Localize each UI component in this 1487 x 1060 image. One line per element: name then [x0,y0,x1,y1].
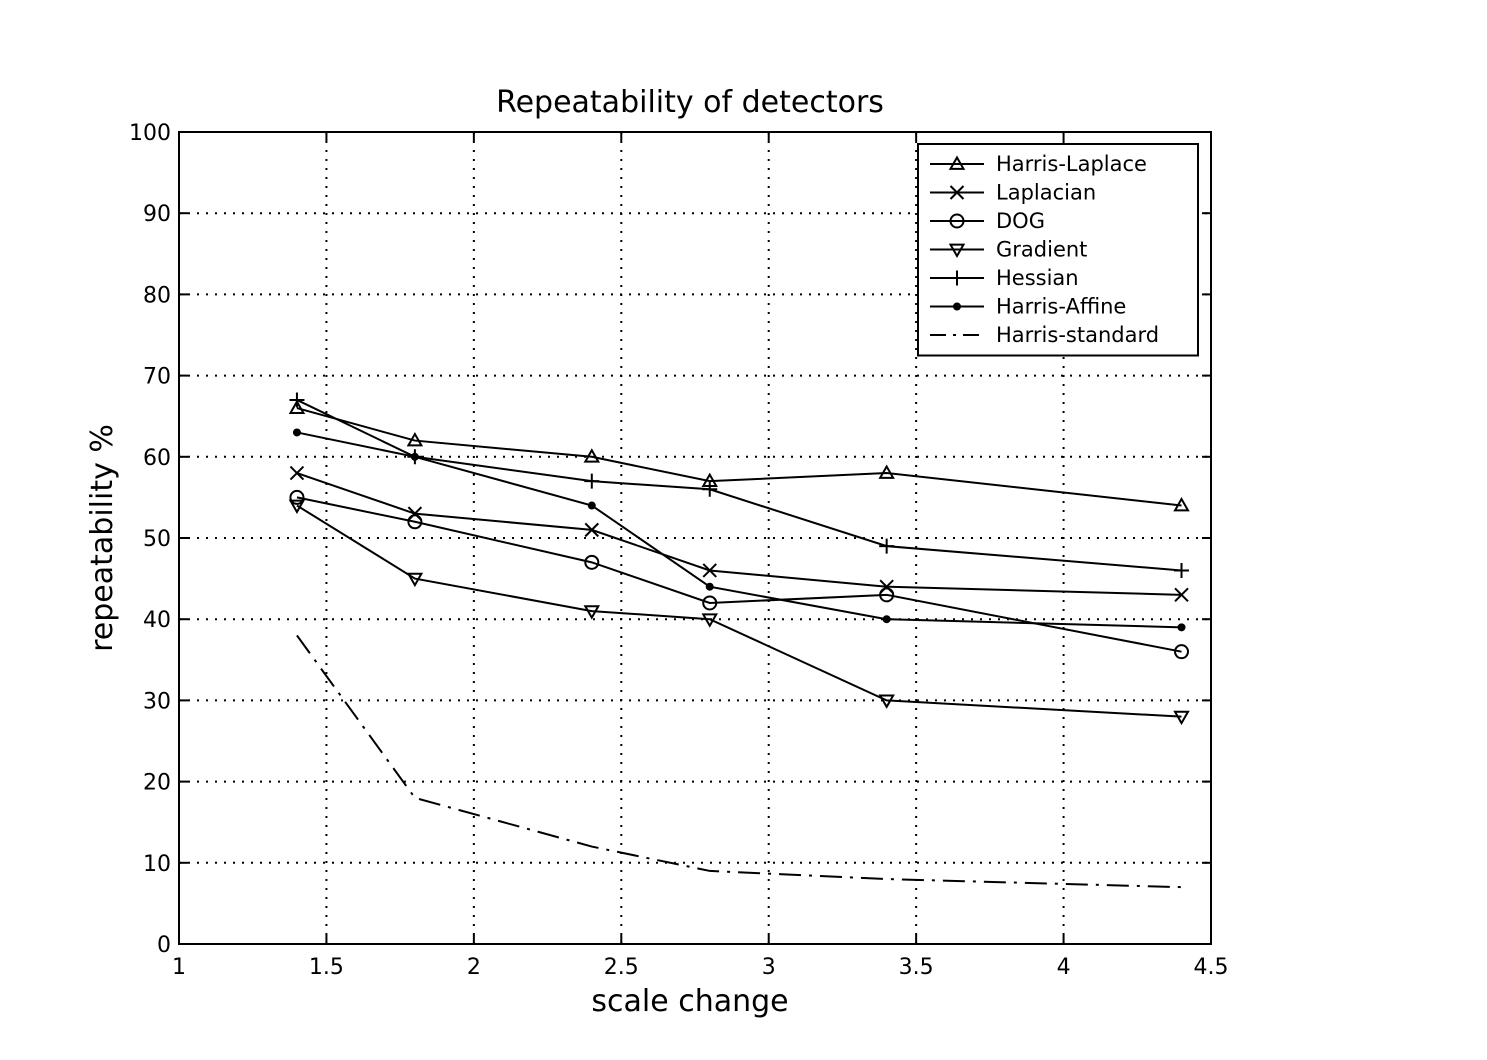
series-line-hessian [296,399,1182,572]
data-point-laplacian [1174,587,1189,603]
x-tick-label: 2 [467,955,481,980]
data-point-hessian [289,392,305,408]
series-line-dog [296,496,1182,653]
series-line-laplacian [296,472,1182,596]
legend-label-harris-laplace: Harris-Laplace [996,152,1147,176]
legend-label-harris-standard: Harris-standard [996,323,1159,347]
series-line-gradient [296,504,1182,718]
y-tick-label: 80 [143,283,171,308]
data-point-gradient [288,499,306,515]
data-point-hessian [879,538,895,554]
y-tick-label: 60 [143,446,171,471]
data-point-gradient [701,613,718,628]
legend-marker-laplacian [949,185,965,200]
data-point-harris-affine [292,428,301,437]
legend-marker-hessian [949,270,965,286]
legend-marker-harris-laplace [948,155,966,170]
legend-marker-dog [949,213,965,229]
data-point-dog [407,514,423,530]
series-line-harris-laplace [296,407,1182,507]
data-point-dog [1174,644,1190,660]
y-tick-label: 90 [143,202,171,227]
series-lines [296,399,1182,889]
legend-label-gradient: Gradient [996,238,1087,262]
y-tick-label: 10 [143,852,171,877]
data-point-laplacian [702,563,717,578]
series-markers [288,392,1190,726]
y-tick-label: 30 [143,689,171,714]
data-point-hessian [702,481,718,497]
x-tick-label: 1 [172,955,186,980]
x-tick-label: 3 [762,955,776,980]
y-tick-label: 40 [143,608,171,633]
data-point-laplacian [289,465,305,481]
data-point-harris-laplace [406,432,424,447]
data-point-gradient [406,572,424,588]
data-point-gradient [1173,710,1190,726]
chart-title: Repeatability of detectors [496,85,884,120]
data-point-harris-laplace [583,448,601,463]
x-tick-label: 1.5 [309,955,344,980]
data-point-laplacian [584,522,600,538]
y-tick-label: 100 [129,121,171,146]
data-point-harris-affine [882,615,891,624]
data-point-harris-affine [1177,623,1186,632]
series-line-harris-affine [296,431,1182,629]
data-point-harris-laplace [878,464,895,479]
y-tick-label: 50 [143,527,171,552]
data-point-dog [584,554,600,570]
data-point-harris-affine [410,452,419,461]
axis-ticks: 1 1.5 2 2.5 3 3.5 4 4.5 0 10 20 30 40 50 60 70 80 90 100 [129,121,1229,980]
legend: Harris-Laplace Laplacian DOG Gradient Hessia… [917,143,1199,357]
data-point-dog [879,587,895,603]
legend-marker-harris-affine [953,302,961,311]
legend-label-hessian: Hessian [996,266,1079,290]
data-point-gradient [583,605,601,620]
data-point-harris-laplace [288,399,306,414]
y-tick-label: 70 [143,365,171,390]
data-point-harris-laplace [1173,497,1190,512]
data-point-harris-affine [705,582,714,591]
legend-label-dog: DOG [996,209,1045,233]
data-point-dog [289,489,305,505]
data-point-gradient [878,694,895,709]
x-tick-label: 3.5 [899,955,934,980]
x-axis-label: scale change [591,984,788,1019]
x-tick-label: 4.5 [1194,955,1229,980]
y-tick-label: 0 [157,933,171,958]
y-tick-label: 20 [143,771,171,796]
y-axis-label: repeatability % [85,424,120,652]
data-point-hessian [1174,562,1190,578]
x-tick-label: 4 [1057,955,1071,980]
data-point-hessian [584,473,600,489]
x-tick-label: 2.5 [604,955,639,980]
legend-label-laplacian: Laplacian [996,181,1096,205]
legend-marker-gradient [948,243,966,259]
data-point-harris-affine [587,501,596,510]
series-line-harris-standard [296,634,1182,889]
legend-label-harris-affine: Harris-Affine [996,295,1126,319]
data-point-dog [702,595,718,611]
